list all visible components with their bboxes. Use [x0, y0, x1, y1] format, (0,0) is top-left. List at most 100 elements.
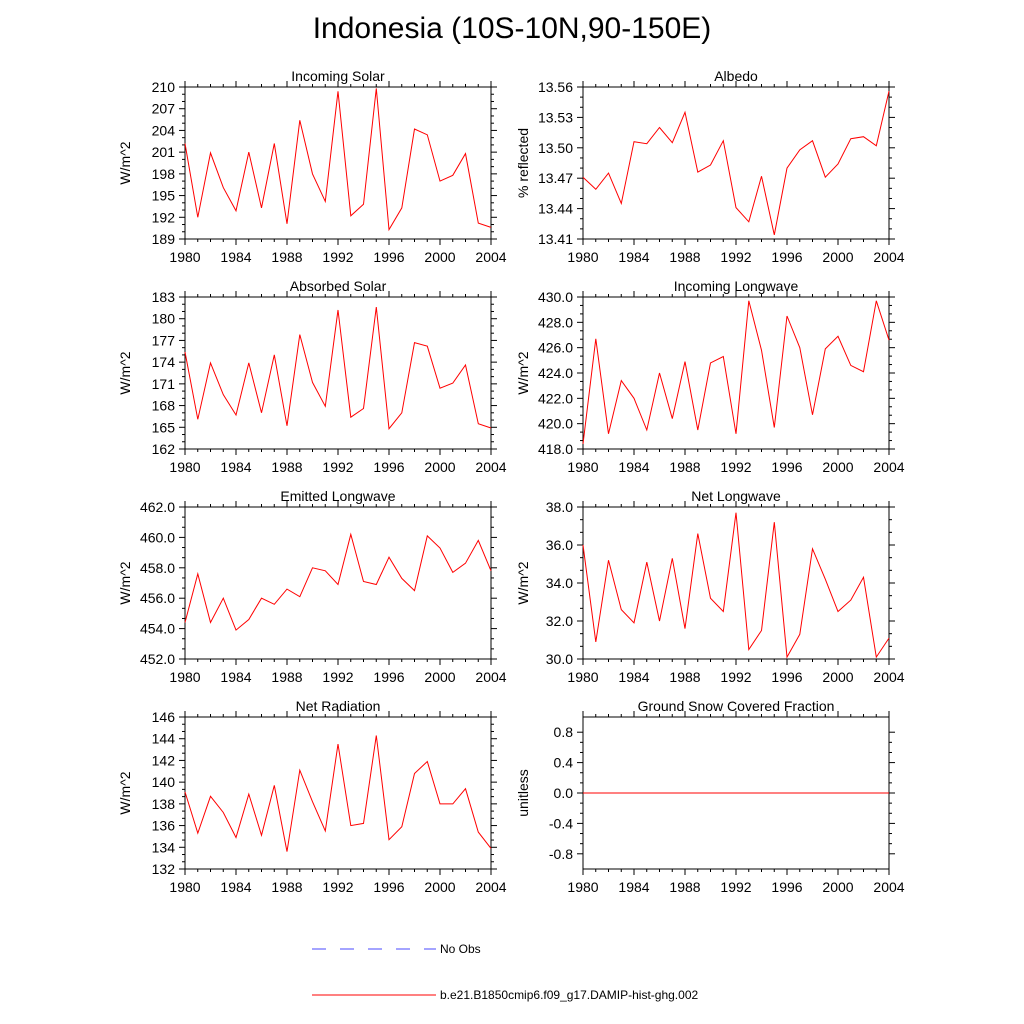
- x-tick-label: 1996: [373, 249, 404, 265]
- y-tick-label: -0.8: [549, 846, 573, 862]
- panel-albedo: Albedo % reflected 13.41 13.44 13.47 13.50 13.…: [515, 68, 905, 265]
- series-line: [582, 300, 890, 444]
- panel-net-radiation: Net Radiation W/m^2 132 134 136 138 140 142 144 1…: [117, 698, 507, 895]
- y-tick-label: 174: [152, 354, 176, 370]
- x-tick-label: 2004: [475, 249, 506, 265]
- x-tick-label: 2000: [822, 249, 853, 265]
- x-tick-label: 1996: [771, 249, 802, 265]
- series-line: [184, 735, 492, 852]
- series-line: [582, 512, 890, 659]
- x-tick-label: 2004: [475, 879, 506, 895]
- y-tick-label: 165: [152, 419, 176, 435]
- x-tick-label: 2000: [822, 669, 853, 685]
- x-tick-label: 1988: [271, 669, 302, 685]
- y-tick-label: 424.0: [538, 365, 573, 381]
- x-tick-label: 1984: [220, 459, 251, 475]
- y-tick-label: 0.4: [554, 755, 574, 771]
- y-tick-label: 132: [152, 861, 176, 877]
- y-tick-label: 0.0: [554, 785, 574, 801]
- x-tick-label: 1992: [322, 879, 353, 895]
- y-tick-label: 34.0: [546, 575, 573, 591]
- y-tick-label: 418.0: [538, 441, 573, 457]
- x-tick-label: 1996: [771, 879, 802, 895]
- y-tick-label: 454.0: [140, 621, 175, 637]
- x-tick-label: 1996: [373, 459, 404, 475]
- y-tick-label: 428.0: [538, 314, 573, 330]
- plot-frame: [184, 716, 492, 870]
- y-axis-label: W/m^2: [117, 561, 133, 604]
- y-axis-label: W/m^2: [117, 351, 133, 394]
- y-tick-label: 13.53: [538, 109, 573, 125]
- series-line: [582, 90, 890, 236]
- y-axis-label: W/m^2: [515, 351, 531, 394]
- x-tick-label: 1980: [567, 879, 598, 895]
- y-axis-label: W/m^2: [117, 141, 133, 184]
- panel-net-longwave: Net Longwave W/m^2 30.0 32.0 34.0 36.0 38.0 198…: [515, 488, 905, 685]
- x-tick-label: 2004: [873, 669, 904, 685]
- y-tick-label: 30.0: [546, 651, 573, 667]
- x-tick-label: 1980: [169, 879, 200, 895]
- x-tick-label: 1984: [220, 879, 251, 895]
- x-tick-label: 1980: [169, 249, 200, 265]
- panel-incoming-longwave: Incoming Longwave W/m^2 418.0 420.0 422.0 424…: [515, 278, 905, 475]
- y-tick-label: 430.0: [538, 289, 573, 305]
- y-tick-label: 204: [152, 122, 176, 138]
- panel-title: Incoming Solar: [291, 68, 385, 84]
- x-tick-label: 1980: [169, 459, 200, 475]
- x-tick-label: 1992: [720, 879, 751, 895]
- y-tick-label: 142: [152, 752, 176, 768]
- y-tick-label: 201: [152, 144, 176, 160]
- y-axis-label: unitless: [515, 769, 531, 816]
- y-tick-label: 422.0: [538, 390, 573, 406]
- y-tick-label: 460.0: [140, 529, 175, 545]
- y-tick-label: 36.0: [546, 537, 573, 553]
- panel-incoming-solar: Incoming Solar W/m^2 189 192 195 198 201 204 207…: [117, 68, 507, 265]
- y-tick-label: 168: [152, 398, 176, 414]
- y-tick-label: 146: [152, 709, 176, 725]
- y-tick-label: 177: [152, 332, 176, 348]
- x-tick-label: 2000: [424, 249, 455, 265]
- x-tick-label: 1984: [220, 669, 251, 685]
- y-tick-label: 210: [152, 79, 176, 95]
- y-tick-label: 183: [152, 289, 176, 305]
- x-tick-label: 1988: [669, 459, 700, 475]
- y-tick-label: 198: [152, 166, 176, 182]
- y-tick-label: 13.47: [538, 170, 573, 186]
- plot-frame: [582, 86, 890, 240]
- panel-absorbed-solar: Absorbed Solar W/m^2 162 165 168 171 174 177 180…: [117, 278, 507, 475]
- x-tick-label: 1984: [618, 669, 649, 685]
- x-tick-label: 1992: [322, 249, 353, 265]
- figure-title: Indonesia (10S-10N,90-150E): [312, 12, 712, 45]
- panel-title: Emitted Longwave: [280, 488, 395, 504]
- x-tick-label: 1988: [669, 669, 700, 685]
- x-tick-label: 1988: [271, 879, 302, 895]
- x-tick-label: 1992: [322, 459, 353, 475]
- panel-emitted-longwave: Emitted Longwave W/m^2 452.0 454.0 456.0 458.…: [117, 488, 507, 685]
- x-tick-label: 1996: [771, 669, 802, 685]
- plot-frame: [582, 506, 890, 660]
- x-tick-label: 1996: [373, 669, 404, 685]
- panel-title: Ground Snow Covered Fraction: [638, 698, 835, 714]
- x-tick-label: 1992: [720, 249, 751, 265]
- y-tick-label: 13.44: [538, 201, 573, 217]
- x-tick-label: 1992: [322, 669, 353, 685]
- y-tick-label: 13.41: [538, 231, 573, 247]
- series-line: [184, 88, 492, 232]
- x-tick-label: 2000: [424, 669, 455, 685]
- plot-frame: [184, 296, 492, 450]
- panel-title: Net Radiation: [296, 698, 381, 714]
- x-tick-label: 1980: [567, 249, 598, 265]
- x-tick-label: 2000: [822, 459, 853, 475]
- y-tick-label: 189: [152, 231, 176, 247]
- x-tick-label: 1980: [169, 669, 200, 685]
- y-tick-label: 195: [152, 188, 176, 204]
- x-tick-label: 1996: [373, 879, 404, 895]
- y-tick-label: 13.50: [538, 140, 573, 156]
- x-tick-label: 2004: [873, 879, 904, 895]
- y-tick-label: 38.0: [546, 499, 573, 515]
- y-tick-label: 136: [152, 818, 176, 834]
- x-tick-label: 1980: [567, 669, 598, 685]
- y-tick-label: 207: [152, 101, 176, 117]
- panel-title: Incoming Longwave: [674, 278, 799, 294]
